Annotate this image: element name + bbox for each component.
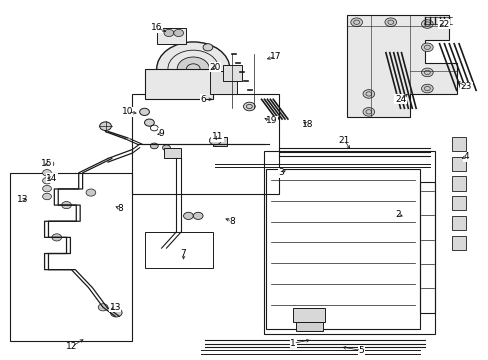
Bar [264,151,434,334]
Bar [144,69,212,99]
Circle shape [42,170,51,176]
Circle shape [45,161,54,167]
Circle shape [144,119,154,126]
Circle shape [421,20,432,28]
Text: 16: 16 [151,23,162,32]
Bar [212,137,227,146]
Bar [144,232,212,268]
Circle shape [209,136,221,145]
Bar [451,176,466,191]
Circle shape [384,18,396,27]
Text: 5: 5 [358,346,364,355]
Circle shape [350,18,362,27]
Text: 14: 14 [46,174,58,183]
Text: 12: 12 [65,342,77,351]
Circle shape [421,68,432,77]
Circle shape [42,193,51,200]
Circle shape [61,202,71,209]
Circle shape [183,212,193,220]
Text: 1: 1 [290,339,296,348]
Text: 2: 2 [394,210,400,219]
Text: 23: 23 [460,82,471,91]
Circle shape [203,44,212,51]
Bar [451,216,466,230]
Text: 10: 10 [122,107,133,116]
Text: 4: 4 [463,152,468,161]
Text: 24: 24 [394,95,406,104]
Text: 21: 21 [338,136,349,145]
Circle shape [110,309,122,317]
Bar [132,94,278,194]
Circle shape [421,84,432,93]
Circle shape [98,304,108,311]
Text: 11: 11 [211,132,223,141]
Bar [266,169,419,329]
Circle shape [243,102,255,111]
Circle shape [362,108,374,116]
Circle shape [157,42,229,96]
Circle shape [421,43,432,51]
Text: 6: 6 [200,95,205,104]
Bar [10,173,132,341]
Bar [210,71,237,94]
Bar [451,137,466,151]
Text: 22: 22 [438,19,449,28]
Bar [295,321,322,330]
Circle shape [162,145,170,150]
Bar [163,148,181,158]
Bar [293,308,325,321]
Bar [451,157,466,171]
Circle shape [193,212,203,220]
Circle shape [173,30,183,37]
Text: 13: 13 [17,195,28,204]
Circle shape [362,90,374,98]
Circle shape [86,189,96,196]
Circle shape [100,122,111,131]
Circle shape [42,185,51,192]
Text: 13: 13 [109,303,121,312]
Text: 9: 9 [159,129,164,138]
Text: 3: 3 [278,168,284,177]
Text: 15: 15 [41,159,53,168]
Circle shape [140,108,149,116]
Text: 20: 20 [209,63,221,72]
Bar [419,182,434,313]
Bar [222,65,242,81]
Polygon shape [346,15,456,117]
Text: 19: 19 [265,116,277,125]
Circle shape [163,30,173,37]
Circle shape [52,234,61,241]
Bar [157,28,185,44]
Text: 8: 8 [117,204,123,213]
Text: 17: 17 [270,52,282,61]
Bar [451,235,466,250]
Text: 18: 18 [302,120,313,129]
Circle shape [177,57,209,81]
Bar [451,196,466,211]
Text: 8: 8 [229,217,235,226]
Circle shape [150,143,158,149]
Circle shape [42,177,51,184]
Text: 7: 7 [180,249,186,258]
